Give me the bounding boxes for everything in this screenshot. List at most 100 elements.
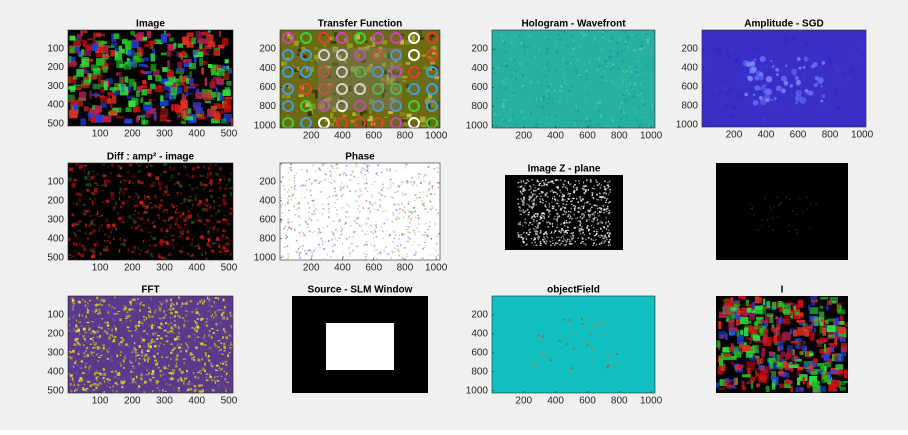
y-tick-label: 400 bbox=[47, 100, 64, 111]
x-tick-label: 800 bbox=[822, 130, 839, 141]
x-tick-label: 200 bbox=[303, 131, 320, 142]
y-tick-label: 1000 bbox=[254, 120, 277, 131]
y-tick-label: 100 bbox=[47, 43, 64, 54]
y-tick-label: 400 bbox=[47, 233, 64, 244]
x-tick-label: 100 bbox=[92, 129, 109, 140]
y-tick-label: 200 bbox=[259, 44, 276, 55]
y-tick-label: 600 bbox=[681, 81, 698, 92]
x-tick-label: 600 bbox=[790, 130, 807, 141]
subplot-title: FFT bbox=[141, 285, 159, 296]
y-tick-label: 800 bbox=[259, 101, 276, 112]
x-tick-label: 200 bbox=[124, 263, 141, 274]
y-tick-label: 600 bbox=[471, 347, 488, 358]
axes-box bbox=[67, 29, 234, 127]
x-tick-label: 400 bbox=[547, 131, 564, 142]
y-tick-label: 200 bbox=[47, 62, 64, 73]
x-tick-label: 1000 bbox=[640, 131, 663, 142]
y-tick-label: 300 bbox=[47, 214, 64, 225]
image bbox=[492, 296, 655, 393]
subplot: Phase 200 400 600 800 1000 200 400 600 800 1000 bbox=[254, 152, 448, 274]
x-tick-label: 500 bbox=[221, 396, 238, 407]
x-tick-label: 800 bbox=[397, 263, 414, 274]
subplot-title: Image Z - plane bbox=[528, 164, 601, 175]
y-tick-label: 1000 bbox=[466, 120, 489, 131]
x-tick-label: 800 bbox=[611, 396, 628, 407]
x-tick-label: 200 bbox=[726, 130, 743, 141]
y-tick-label: 400 bbox=[259, 195, 276, 206]
x-tick-label: 300 bbox=[156, 129, 173, 140]
y-tick-label: 300 bbox=[47, 347, 64, 358]
y-tick-label: 200 bbox=[259, 177, 276, 188]
y-tick-label: 100 bbox=[47, 309, 64, 320]
subplot-title: objectField bbox=[547, 285, 600, 296]
y-tick-label: 1000 bbox=[466, 385, 489, 396]
x-tick-label: 600 bbox=[579, 396, 596, 407]
y-tick-label: 600 bbox=[471, 82, 488, 93]
y-tick-label: 200 bbox=[47, 195, 64, 206]
subplot: Image 100 200 300 400 500 100 200 300 400 500 bbox=[47, 19, 237, 140]
subplot-title: Image bbox=[136, 19, 165, 30]
x-tick-label: 400 bbox=[758, 130, 775, 141]
axes-box bbox=[279, 29, 441, 129]
y-tick-label: 600 bbox=[259, 214, 276, 225]
y-tick-label: 500 bbox=[47, 252, 64, 263]
subplot-title: Phase bbox=[345, 152, 375, 163]
subplot: objectField 200 400 600 800 1000 200 400 600 800 1… bbox=[466, 285, 663, 407]
x-tick-label: 800 bbox=[611, 131, 628, 142]
image bbox=[68, 30, 233, 126]
y-tick-label: 500 bbox=[47, 118, 64, 129]
x-tick-label: 200 bbox=[515, 396, 532, 407]
y-tick-label: 400 bbox=[47, 366, 64, 377]
y-tick-label: 800 bbox=[259, 233, 276, 244]
y-tick-label: 1000 bbox=[676, 119, 699, 130]
x-tick-label: 300 bbox=[156, 396, 173, 407]
y-tick-label: 600 bbox=[259, 82, 276, 93]
x-tick-label: 400 bbox=[334, 131, 351, 142]
x-tick-label: 100 bbox=[92, 396, 109, 407]
slm-window bbox=[326, 323, 394, 370]
image-background bbox=[492, 296, 655, 393]
subplot-title: Diff : amp² - image bbox=[107, 152, 195, 163]
subplot: Amplitude - SGD 200 400 600 800 1000 200 400 600… bbox=[676, 19, 874, 141]
x-tick-label: 800 bbox=[397, 131, 414, 142]
subplot-title: Amplitude - SGD bbox=[744, 19, 823, 30]
image-background bbox=[716, 163, 848, 260]
axes-box bbox=[491, 295, 656, 394]
image bbox=[68, 163, 233, 260]
x-tick-label: 200 bbox=[124, 396, 141, 407]
subplot-title: Transfer Function bbox=[318, 19, 402, 30]
x-tick-label: 400 bbox=[188, 263, 205, 274]
axes-box bbox=[701, 29, 867, 128]
image bbox=[280, 30, 440, 128]
x-tick-label: 200 bbox=[515, 131, 532, 142]
x-tick-label: 500 bbox=[221, 129, 238, 140]
subplot: FFT 100 200 300 400 500 100 200 300 400 500 bbox=[47, 285, 237, 407]
y-tick-label: 200 bbox=[681, 44, 698, 55]
subplot: I bbox=[716, 285, 848, 393]
x-tick-label: 400 bbox=[188, 129, 205, 140]
x-tick-label: 600 bbox=[365, 263, 382, 274]
image bbox=[702, 30, 866, 127]
subplot: Transfer Function 200 400 600 800 1000 200 400 6… bbox=[254, 19, 448, 142]
image bbox=[716, 163, 848, 260]
image bbox=[280, 163, 440, 260]
y-tick-label: 400 bbox=[471, 63, 488, 74]
x-tick-label: 400 bbox=[334, 263, 351, 274]
subplot: Diff : amp² - image 100 200 300 400 500 100 200… bbox=[47, 152, 237, 274]
subplot-title: I bbox=[781, 285, 784, 296]
y-tick-label: 100 bbox=[47, 176, 64, 187]
axes-box bbox=[67, 295, 234, 394]
y-tick-label: 200 bbox=[47, 328, 64, 339]
image bbox=[68, 296, 233, 393]
x-tick-label: 500 bbox=[221, 263, 238, 274]
y-tick-label: 400 bbox=[259, 63, 276, 74]
subplot: Image Z - plane bbox=[505, 164, 623, 250]
subplot-title: Source - SLM Window bbox=[308, 285, 413, 296]
x-tick-label: 600 bbox=[365, 131, 382, 142]
x-tick-label: 300 bbox=[156, 263, 173, 274]
y-tick-label: 1000 bbox=[254, 252, 277, 263]
y-tick-label: 500 bbox=[47, 385, 64, 396]
axes-box bbox=[279, 162, 441, 261]
x-tick-label: 600 bbox=[579, 131, 596, 142]
x-tick-label: 400 bbox=[547, 396, 564, 407]
